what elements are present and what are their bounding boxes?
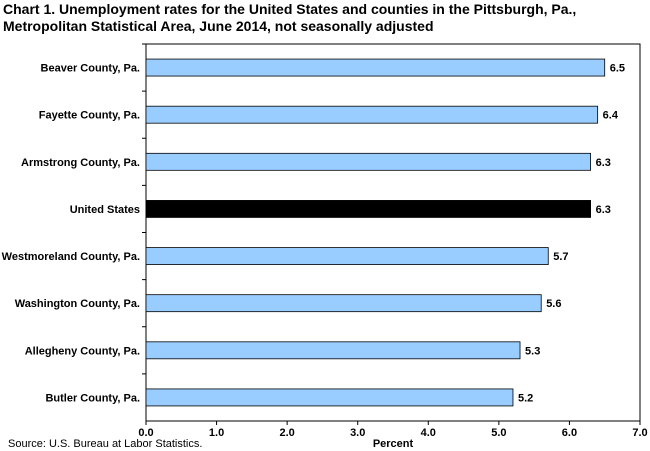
x-tick-label: 0.0 [138, 427, 153, 439]
bar [145, 388, 514, 407]
value-label: 6.4 [603, 110, 619, 122]
chart-title: Chart 1. Unemployment rates for the Unit… [3, 1, 577, 34]
x-axis-label: Percent [373, 438, 414, 450]
bar [145, 200, 592, 218]
value-label: 6.3 [596, 204, 611, 216]
value-label: 6.5 [610, 63, 625, 75]
value-label: 5.3 [525, 345, 540, 357]
category-label: Allegheny County, Pa. [25, 345, 140, 357]
value-label: 5.7 [553, 251, 568, 263]
category-label: Fayette County, Pa. [39, 110, 140, 122]
x-tick-label: 4.0 [421, 427, 436, 439]
value-label: 6.3 [596, 157, 611, 169]
value-label: 5.2 [518, 392, 533, 404]
source-note: Source: U.S. Bureau at Labor Statistics. [8, 438, 203, 450]
bars-group: Beaver County, Pa. 6.5 Fayette County, Pa.… [2, 58, 625, 407]
category-label: Butler County, Pa. [45, 392, 140, 404]
x-tick-label: 5.0 [491, 427, 506, 439]
x-tick-label: 3.0 [350, 427, 365, 439]
bar [145, 58, 606, 77]
category-label: Beaver County, Pa. [41, 63, 140, 75]
x-axis-ticks: 0.0 1.0 2.0 3.0 4.0 5.0 6.0 7.0 [138, 43, 648, 439]
bar [145, 247, 549, 265]
bar [145, 341, 521, 360]
value-label: 5.6 [546, 298, 561, 310]
bar [145, 294, 542, 313]
x-tick-label: 2.0 [279, 427, 294, 439]
plot-area [145, 43, 641, 422]
category-label: Westmoreland County, Pa. [2, 251, 140, 263]
category-label: Washington County, Pa. [15, 298, 140, 310]
category-label: United States [70, 204, 140, 216]
x-tick-label: 1.0 [209, 427, 224, 439]
category-label: Armstrong County, Pa. [21, 157, 140, 169]
x-tick-label: 7.0 [632, 427, 647, 439]
bar [145, 152, 592, 171]
x-tick-label: 6.0 [562, 427, 577, 439]
bar [145, 105, 599, 124]
